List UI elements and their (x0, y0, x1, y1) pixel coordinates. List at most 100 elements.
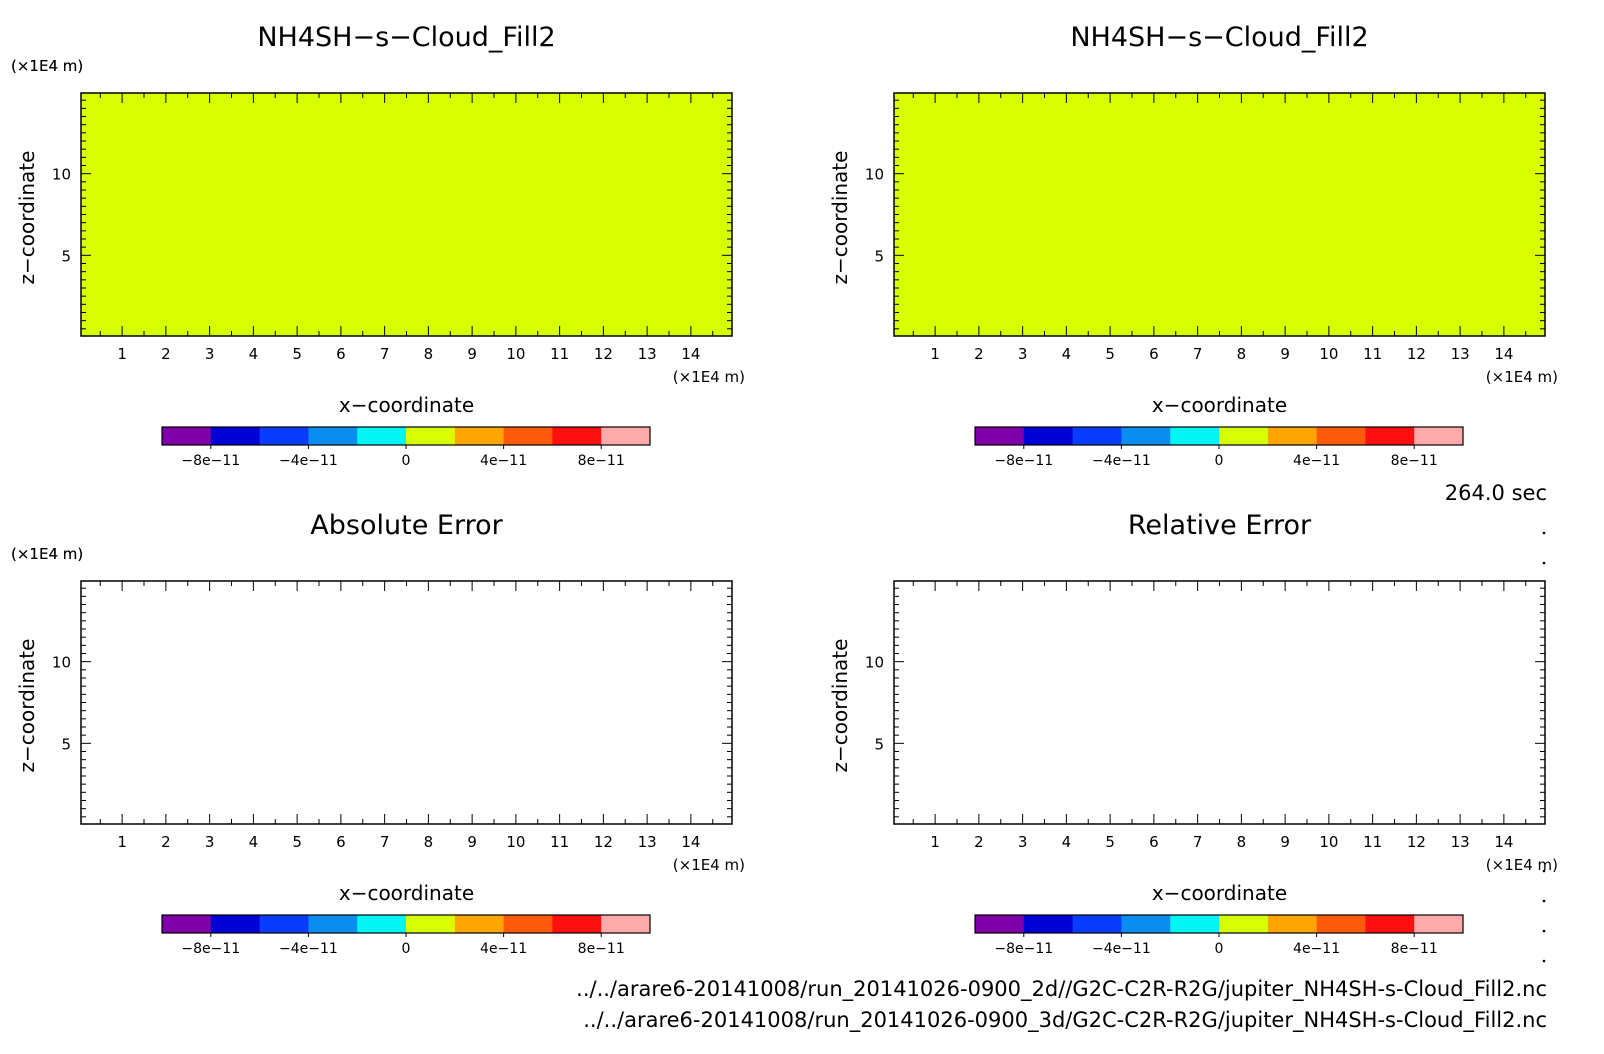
colorbar: −8e−11 −4e−11 0 4e−11 8e−11 (974, 426, 1464, 469)
y-tick-label: 10 (865, 166, 884, 184)
y-tick-label: 5 (61, 247, 71, 265)
colorbar-swatch (975, 427, 1025, 445)
x-tick-label: 5 (292, 833, 302, 851)
y-axis-label: z−coordinate (15, 639, 39, 773)
y-tick-label: 10 (52, 654, 71, 672)
footer-line-1: ../../arare6-20141008/run_20141026-0900_… (576, 977, 1547, 1002)
x-tick-label: 9 (467, 833, 477, 851)
colorbar-tick-label: 8e−11 (578, 453, 625, 469)
panel-bottom-right: Relative Error(×1E4 m)1 2 3 4 5 6 7 8 9 10 11 12 13 1… (11, 510, 1558, 957)
x-tick-label: 8 (1237, 345, 1247, 363)
x-tick-label: 2 (974, 833, 984, 851)
colorbar-tick-label: −8e−11 (181, 941, 240, 957)
panel-top-left: NH4SH−s−Cloud_Fill2(×1E4 m)1 2 3 4 5 6 7 8 9 10 11… (11, 22, 745, 469)
x-tick-label: 1 (930, 833, 940, 851)
x-tick-label: 9 (1280, 833, 1290, 851)
x-unit-label: (×1E4 m) (1486, 368, 1558, 386)
colorbar-swatch (1316, 915, 1366, 933)
x-tick-label: 13 (1451, 345, 1470, 363)
colorbar-swatch (162, 915, 212, 933)
x-tick-label: 11 (1363, 833, 1382, 851)
x-tick-label: 10 (506, 833, 525, 851)
colorbar-swatch (1267, 915, 1318, 933)
x-axis-label: x−coordinate (339, 881, 474, 905)
x-tick-label: 14 (1494, 345, 1513, 363)
y-tick-label: 10 (865, 654, 884, 672)
x-tick-label: 1 (117, 345, 127, 363)
x-tick-label: 10 (506, 345, 525, 363)
colorbar-swatch (1219, 915, 1269, 933)
x-tick-label: 3 (1018, 833, 1028, 851)
x-axis-label: x−coordinate (339, 393, 474, 417)
y-ticks (894, 99, 1545, 330)
x-tick-label: 6 (336, 345, 346, 363)
x-tick-label: 7 (1193, 833, 1203, 851)
x-tick-label: 1 (117, 833, 127, 851)
x-tick-label: 7 (1193, 345, 1203, 363)
colorbar-tick-label: 0 (1215, 453, 1224, 469)
colorbar-swatch (1414, 915, 1464, 933)
y-axis-label: z−coordinate (828, 151, 852, 285)
colorbar-swatch (406, 915, 456, 933)
colorbar-swatch (1072, 427, 1122, 445)
x-tick-label: 9 (467, 345, 477, 363)
x-unit-label: (×1E4 m) (673, 856, 745, 874)
colorbar-swatch (975, 915, 1025, 933)
colorbar-swatch (601, 915, 651, 933)
colorbar-swatch (454, 427, 505, 445)
colorbar-swatch (1219, 427, 1269, 445)
x-tick-label: 3 (1018, 345, 1028, 363)
colorbar-swatch (503, 427, 553, 445)
x-unit-label: (×1E4 m) (673, 368, 745, 386)
colorbar-swatch (503, 915, 553, 933)
colorbar-swatch (210, 915, 261, 933)
colorbar-tick-label: 4e−11 (1293, 453, 1340, 469)
panel-title: NH4SH−s−Cloud_Fill2 (1070, 22, 1368, 53)
colorbar-swatch (1170, 915, 1220, 933)
y-tick-label: 5 (874, 735, 884, 753)
x-tick-label: 12 (594, 345, 613, 363)
colorbar-swatch (357, 915, 407, 933)
x-tick-label: 1 (930, 345, 940, 363)
colorbar-swatch (259, 915, 309, 933)
y-tick-label: 5 (874, 247, 884, 265)
colorbar-swatch (1267, 427, 1318, 445)
colorbar-swatch (552, 427, 602, 445)
x-axis-label: x−coordinate (1152, 393, 1287, 417)
x-tick-label: 2 (161, 345, 171, 363)
colorbar-swatch (1121, 915, 1171, 933)
x-tick-label: 6 (336, 833, 346, 851)
x-tick-label: 2 (974, 345, 984, 363)
y-ticks (894, 587, 1545, 818)
colorbar-tick-label: 4e−11 (1293, 941, 1340, 957)
colorbar-swatch (406, 427, 456, 445)
x-tick-label: 6 (1149, 345, 1159, 363)
colorbar-swatch (210, 427, 261, 445)
y-ticks (81, 587, 732, 818)
x-tick-label: 14 (681, 345, 700, 363)
x-tick-label: 4 (1062, 345, 1072, 363)
colorbar-swatch (552, 915, 602, 933)
y-tick-label: 5 (61, 735, 71, 753)
colorbar-swatch (308, 915, 358, 933)
x-tick-label: 7 (380, 833, 390, 851)
x-ticks (912, 93, 1527, 336)
x-tick-label: 5 (1105, 833, 1115, 851)
colorbar-tick-label: −4e−11 (1092, 453, 1151, 469)
colorbar-swatch (357, 427, 407, 445)
x-tick-label: 4 (249, 833, 259, 851)
panels: NH4SH−s−Cloud_Fill2(×1E4 m)1 2 3 4 5 6 7 8 9 10 11… (11, 22, 1558, 957)
x-tick-label: 13 (1451, 833, 1470, 851)
colorbar-swatch (1121, 427, 1171, 445)
x-tick-label: 12 (1407, 833, 1426, 851)
y-unit-label: (×1E4 m) (11, 545, 83, 563)
y-axis-label: z−coordinate (828, 639, 852, 773)
colorbar-swatch (1414, 427, 1464, 445)
field-fill (81, 93, 732, 336)
colorbar-tick-label: 0 (402, 941, 411, 957)
x-tick-label: 10 (1319, 833, 1338, 851)
x-tick-label: 3 (205, 833, 215, 851)
x-ticks (99, 581, 714, 824)
panel-title: Relative Error (1128, 510, 1312, 541)
x-tick-label: 5 (292, 345, 302, 363)
